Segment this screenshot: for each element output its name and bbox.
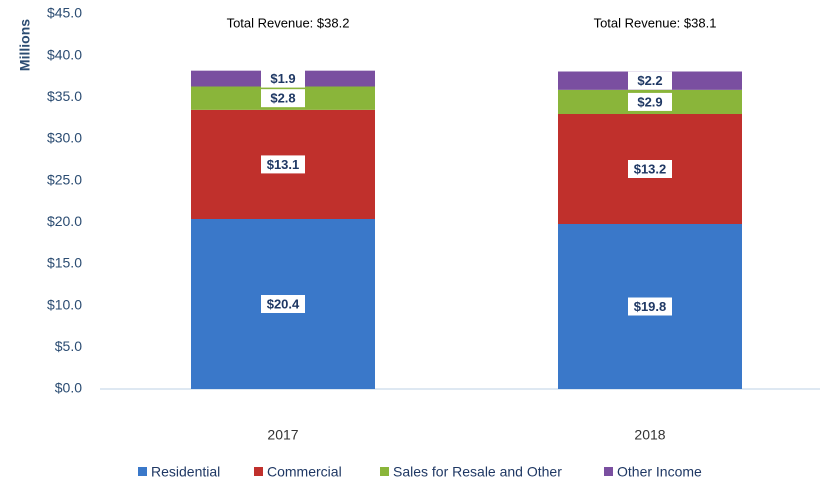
annotation: Total Revenue: $38.2 bbox=[227, 15, 350, 30]
legend-swatch bbox=[380, 467, 389, 476]
x-tick-label: 2018 bbox=[634, 427, 665, 443]
value-label-box bbox=[261, 155, 305, 174]
y-tick-label: $20.0 bbox=[47, 213, 82, 229]
y-tick-label: $10.0 bbox=[47, 296, 82, 312]
value-label-box bbox=[261, 69, 305, 88]
y-axis-label: Millions bbox=[17, 19, 33, 71]
y-tick-label: $40.0 bbox=[47, 46, 82, 62]
x-tick-label: 2017 bbox=[267, 427, 298, 443]
y-tick-label: $30.0 bbox=[47, 130, 82, 146]
value-label: $2.9 bbox=[637, 94, 662, 109]
value-label: $13.2 bbox=[634, 161, 667, 176]
value-label: $2.2 bbox=[637, 73, 662, 88]
legend-label: Residential bbox=[151, 464, 220, 480]
y-tick-label: $25.0 bbox=[47, 171, 82, 187]
legend-label: Commercial bbox=[267, 464, 342, 480]
value-label: $20.4 bbox=[267, 296, 300, 311]
legend-label: Other Income bbox=[617, 464, 702, 480]
value-label: $13.1 bbox=[267, 157, 300, 172]
value-label-box bbox=[628, 71, 672, 90]
value-label-box bbox=[261, 89, 305, 108]
value-label: $19.8 bbox=[634, 299, 667, 314]
value-label-box bbox=[261, 295, 305, 313]
y-tick-label: $0.0 bbox=[55, 380, 82, 396]
value-label: $1.9 bbox=[270, 71, 295, 86]
value-label-box bbox=[628, 92, 672, 111]
annotation: Total Revenue: $38.1 bbox=[594, 15, 717, 30]
value-label: $2.8 bbox=[270, 91, 295, 106]
legend-swatch bbox=[604, 467, 613, 476]
y-tick-label: $35.0 bbox=[47, 88, 82, 104]
value-label-box bbox=[628, 160, 672, 178]
value-label-box bbox=[628, 297, 672, 316]
y-tick-label: $5.0 bbox=[55, 338, 82, 354]
legend-swatch bbox=[138, 467, 147, 476]
legend-label: Sales for Resale and Other bbox=[393, 464, 562, 480]
y-tick-label: $45.0 bbox=[47, 5, 82, 21]
legend-swatch bbox=[254, 467, 263, 476]
y-tick-label: $15.0 bbox=[47, 255, 82, 271]
